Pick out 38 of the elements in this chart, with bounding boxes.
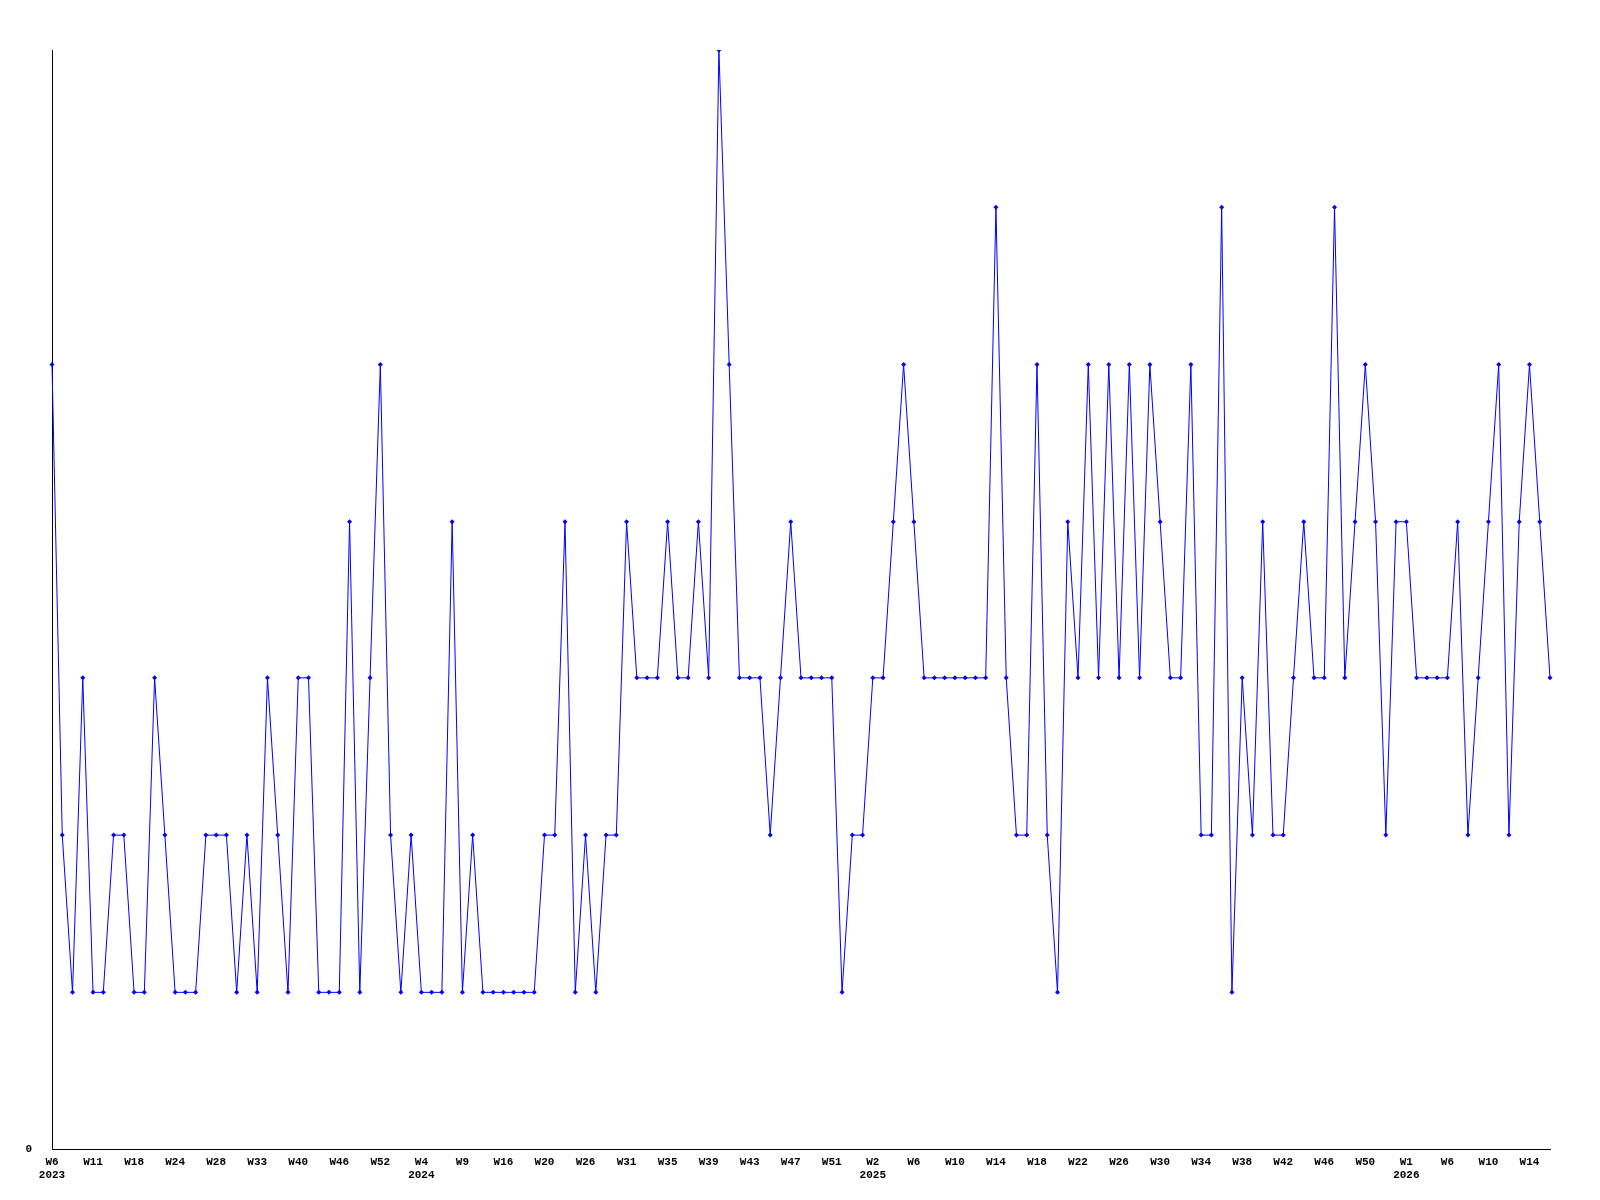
x-tick-label: W33 [247,1155,268,1168]
x-tick-label: W11 [83,1155,104,1168]
x-tick-label: W14 [986,1155,1007,1168]
x-tick-label: W18 [124,1155,145,1168]
x-tick-label: W10 [1478,1155,1499,1168]
x-tick-label: W38 [1232,1155,1253,1168]
x-tick-label: W2 2025 [859,1155,887,1182]
x-tick-label: W39 [698,1155,719,1168]
x-tick-label: W51 [821,1155,843,1168]
x-tick-label: W47 [780,1155,801,1168]
x-tick-label: W4 2024 [408,1155,435,1182]
x-tick-label: W1 2026 [1393,1155,1420,1182]
x-tick-label: W18 [1027,1155,1048,1168]
x-tick-label: W42 [1273,1155,1294,1168]
x-tick-label: W50 [1355,1155,1376,1168]
x-tick-label: W24 [165,1155,186,1168]
x-tick-label: W40 [288,1155,309,1168]
x-tick-label: W52 [370,1155,391,1168]
x-tick-label: W20 [534,1155,555,1168]
x-tick-label: W46 [1314,1155,1335,1168]
x-tick-label: W30 [1150,1155,1171,1168]
x-tick-label: W9 [455,1155,470,1168]
x-tick-label: W22 [1068,1155,1088,1168]
text: 0 [25,1143,32,1156]
x-tick-label: W6 [907,1155,921,1168]
x-tick-label: W6 2023 [38,1155,66,1182]
x-tick-label: W28 [206,1155,227,1168]
x-tick-label: W34 [1191,1155,1212,1168]
x-tick-label: W14 [1519,1155,1540,1168]
x-tick-label: W6 [1440,1155,1454,1168]
x-tick-label: W46 [329,1155,350,1168]
x-tick-label: W43 [739,1155,760,1168]
x-tick-label: W10 [945,1155,965,1168]
x-tick-label: W16 [493,1155,514,1168]
x-tick-label: W31 [616,1155,637,1168]
x-tick-label: W26 [575,1155,596,1168]
x-tick-label: W26 [1109,1155,1129,1168]
x-tick-label: W35 [657,1155,678,1168]
